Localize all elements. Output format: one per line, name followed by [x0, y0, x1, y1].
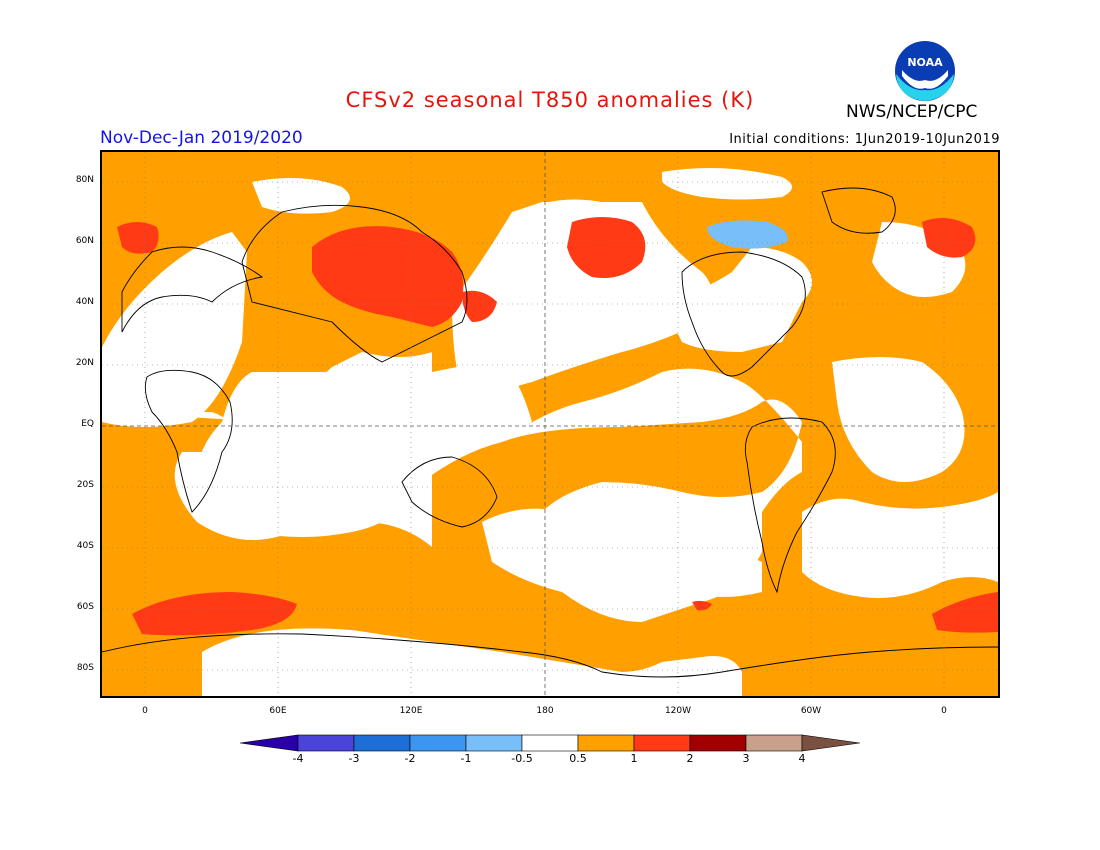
agency-label: NWS/NCEP/CPC [846, 102, 978, 122]
neutral-south-atlantic [802, 492, 998, 598]
lat-label: 40S [76, 541, 94, 551]
positive-southern-ocean [132, 592, 297, 636]
lon-label: 60W [800, 706, 822, 716]
color-bar-segment [465, 734, 523, 752]
season-label: Nov-Dec-Jan 2019/2020 [100, 128, 303, 148]
lat-label: 40N [75, 297, 94, 307]
lat-label: 20S [76, 480, 94, 490]
coast-north-america [681, 251, 806, 377]
coast-africa [144, 369, 233, 513]
dotted-grid [102, 152, 998, 696]
lat-label: 80N [75, 175, 94, 185]
color-bar-segment [297, 734, 355, 752]
lon-label: 60E [269, 706, 287, 716]
color-bar-label: -1 [460, 752, 472, 765]
gridlines [102, 152, 998, 696]
color-bar-segment [409, 734, 467, 752]
lon-label: 120W [664, 706, 692, 716]
color-bar-segment [633, 734, 691, 752]
color-bar-segment [521, 734, 579, 752]
color-bar [240, 734, 860, 752]
color-bar-label: -4 [292, 752, 304, 765]
color-bar-label: -0.5 [511, 752, 533, 765]
color-bar-segment [353, 734, 411, 752]
coast-europe [121, 246, 264, 333]
coast-antarctica [102, 633, 998, 678]
noaa-logo: NOAA [894, 40, 956, 102]
positive-alaska [567, 217, 646, 278]
color-bar-segment [745, 734, 803, 752]
color-bar-label: -3 [348, 752, 360, 765]
lon-label: 120E [399, 706, 423, 716]
coast-asia [241, 204, 468, 363]
positive-southern-ocean-east [932, 592, 998, 633]
neutral-atlantic-tropics [832, 357, 965, 482]
color-bar-label: 3 [742, 752, 750, 765]
coast-south-america [744, 417, 836, 594]
color-bar-label: 1 [630, 752, 638, 765]
neutral-indian-ocean [196, 360, 532, 537]
initial-conditions-label: Initial conditions: 1Jun2019-10Jun2019 [729, 132, 1000, 147]
positive-1-2-regions [117, 217, 998, 636]
coast-australia [401, 456, 498, 528]
color-bar-label: 0.5 [569, 752, 587, 765]
color-bar-label: -2 [404, 752, 416, 765]
positive-asia [312, 226, 464, 327]
negative-regions [707, 220, 788, 249]
neutral-siberia-north [252, 178, 350, 214]
coast-greenland [821, 187, 896, 234]
lat-label: 20N [75, 358, 94, 368]
neutral-arctic-north [662, 168, 792, 200]
color-bar-label: 2 [686, 752, 694, 765]
color-bar-label: 4 [798, 752, 806, 765]
lon-label: 180 [536, 706, 554, 716]
chart-title: CFSv2 seasonal T850 anomalies (K) [345, 88, 755, 112]
positive-europe-east [922, 218, 976, 258]
neutral-europe-atlantic-north [102, 232, 247, 427]
lat-label: EQ [81, 419, 94, 429]
color-bar-segment [577, 734, 635, 752]
anomaly-map [102, 152, 998, 696]
lon-label: 0 [142, 706, 148, 716]
neutral-antarctica [202, 628, 742, 696]
lat-label: 80S [76, 663, 94, 673]
coastlines [102, 187, 998, 678]
positive-europe [117, 222, 159, 254]
positive-japan [462, 290, 497, 322]
positive-pacific-small [692, 600, 712, 611]
lon-label: 0 [941, 706, 947, 716]
negative-canada [707, 220, 788, 249]
color-bar-segment [689, 734, 747, 752]
color-bar-arrow-high [801, 734, 860, 752]
map-panel [100, 150, 1000, 698]
lat-label: 60N [75, 236, 94, 246]
neutral-north-america [662, 247, 812, 352]
noaa-logo-text: NOAA [907, 56, 943, 69]
color-bar-arrow-low [240, 734, 299, 752]
neutral-south-pacific [482, 508, 762, 597]
lat-label: 60S [76, 602, 94, 612]
